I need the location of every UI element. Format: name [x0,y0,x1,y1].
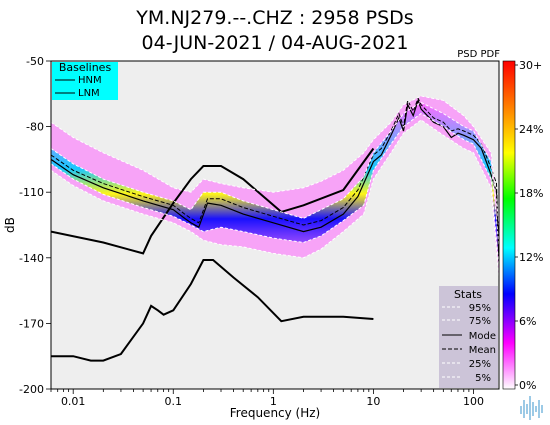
stats-95-label: 95% [469,303,491,314]
x-tick-label: 1 [270,395,277,408]
y-tick-label: -50 [26,55,44,68]
series-25pct-line [51,112,499,269]
baselines-legend-box [52,62,118,100]
baseline-hnm-label: HNM [78,75,102,86]
colorbar-tick-label: 6% [519,315,536,328]
series-95pct-line [51,95,499,226]
colorbar-tick-label: 30+ [519,59,542,72]
series-group [51,95,499,362]
stats-25-label: 25% [469,359,491,370]
series-lnm-line [51,259,374,362]
chart-title-line2: 04-JUN-2021 / 04-AUG-2021 [142,32,409,54]
colorbar-tick-label: 18% [519,187,543,200]
colorbar-tick-label: 24% [519,123,543,136]
waveform-logo [520,396,543,420]
series-5pct-line [51,119,499,280]
stats-legend: Stats 95% 75% Mode Mean 25% 5% [439,286,498,388]
baseline-lnm-label: LNM [78,88,100,99]
colorbar-tick-label: 12% [519,251,543,264]
series-75pct-line [51,101,499,247]
series-mode-line [51,98,499,265]
y-axis-ticks: -50 -80 -110 -140 -170 -200 [19,55,51,396]
x-axis-ticks: 0.01 0.1 1 10 100 [50,389,484,408]
baselines-legend-title: Baselines [59,61,112,74]
x-tick-label: 0.1 [165,395,183,408]
y-tick-label: -170 [19,317,44,330]
colorbar-tick-label: 0% [519,379,536,392]
series-hnm-line [51,147,375,255]
y-tick-label: -80 [26,121,44,134]
y-tick-label: -200 [19,383,44,396]
chart-title-line1: YM.NJ279.--.CHZ : 2958 PSDs [135,7,413,29]
x-tick-label: 0.01 [61,395,86,408]
stats-75-label: 75% [469,316,491,327]
psd-pdf-label: PSD PDF [457,49,500,60]
y-tick-label: -140 [19,252,44,265]
stats-legend-box [439,286,498,388]
colorbar-ticks: 30+ 24% 18% 12% 6% 0% [515,59,543,392]
y-tick-label: -110 [19,186,44,199]
plot-frame [50,60,500,390]
y-axis-label: dB [3,217,17,233]
x-tick-label: 10 [366,395,380,408]
stats-legend-title: Stats [454,288,482,301]
stats-5-label: 5% [475,373,491,384]
x-tick-label: 100 [463,395,484,408]
stats-mean-label: Mean [469,345,496,356]
stats-mode-label: Mode [469,331,496,342]
baselines-legend: Baselines HNM LNM [52,61,118,100]
colorbar [502,60,516,390]
x-axis-label: Frequency (Hz) [230,406,321,420]
series-mean-line [51,96,499,258]
